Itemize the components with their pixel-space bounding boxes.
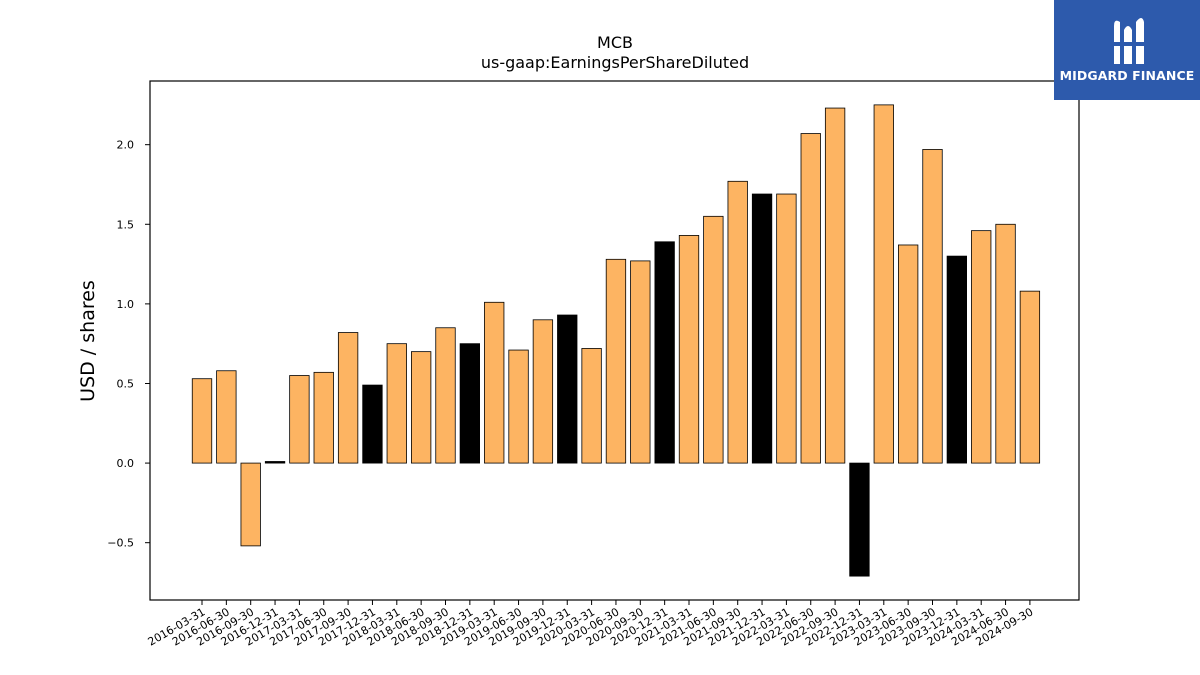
bar-2016-12-31 xyxy=(264,461,286,464)
bar-2020-12-31 xyxy=(654,241,675,464)
y-tick-label: 2.0 xyxy=(117,139,135,152)
x-axis-ticks: 2016-03-312016-06-302016-09-302016-12-31… xyxy=(146,600,1035,649)
bars-layer xyxy=(191,104,1041,577)
bar-2017-03-31 xyxy=(289,375,310,464)
bar-2017-12-31 xyxy=(362,384,383,464)
bar-2018-03-31 xyxy=(386,343,407,464)
logo-text: MIDGARD FINANCE xyxy=(1059,68,1195,83)
bar-2019-03-31 xyxy=(484,301,505,464)
y-tick-label: 1.0 xyxy=(117,298,135,311)
bar-2016-03-31 xyxy=(191,378,213,464)
bar-2018-06-30 xyxy=(410,351,432,464)
midgard-finance-logo: MIDGARD FINANCE xyxy=(1054,0,1200,100)
bar-2022-06-30 xyxy=(800,133,821,464)
y-tick-label: −0.5 xyxy=(107,537,134,550)
bar-2017-09-30 xyxy=(337,332,359,464)
bar-2023-09-30 xyxy=(922,149,943,464)
chart-subtitle: us-gaap:EarningsPerShareDiluted xyxy=(481,53,749,72)
bar-2019-06-30 xyxy=(508,349,529,464)
bar-2024-09-30 xyxy=(1019,290,1041,464)
bar-2020-06-30 xyxy=(605,258,627,464)
bar-2017-06-30 xyxy=(313,371,334,464)
y-tick-label: 0.5 xyxy=(117,377,135,390)
bar-2021-06-30 xyxy=(703,215,724,464)
bar-2018-09-30 xyxy=(435,327,456,464)
bar-2022-03-31 xyxy=(776,193,797,464)
bar-2016-06-30 xyxy=(216,370,237,464)
bar-2016-09-30 xyxy=(240,462,261,547)
bar-2024-03-31 xyxy=(971,230,992,464)
y-tick-label: 0.0 xyxy=(117,457,135,470)
bar-2018-12-31 xyxy=(459,343,481,464)
bar-2022-09-30 xyxy=(824,107,846,464)
y-axis-label: USD / shares xyxy=(77,280,99,402)
y-tick-label: 1.5 xyxy=(117,218,135,231)
bar-2021-03-31 xyxy=(678,235,700,464)
bar-2020-09-30 xyxy=(630,260,651,464)
midgard-logo-icon xyxy=(1112,18,1146,65)
bar-2021-09-30 xyxy=(727,180,748,464)
bar-2020-03-31 xyxy=(581,348,602,464)
bar-2024-06-30 xyxy=(995,223,1016,464)
chart-title: MCB xyxy=(597,33,633,52)
bar-2023-06-30 xyxy=(898,244,919,464)
bar-2019-09-30 xyxy=(532,319,554,464)
bar-2023-03-31 xyxy=(873,104,894,464)
bar-2023-12-31 xyxy=(946,255,967,464)
plot-frame xyxy=(149,80,1080,601)
bar-2019-12-31 xyxy=(557,314,578,464)
bar-2021-12-31 xyxy=(751,193,773,464)
y-axis-ticks: −0.5 0.0 0.5 1.0 1.5 2.0 xyxy=(107,139,150,550)
bar-2022-12-31 xyxy=(849,462,870,577)
